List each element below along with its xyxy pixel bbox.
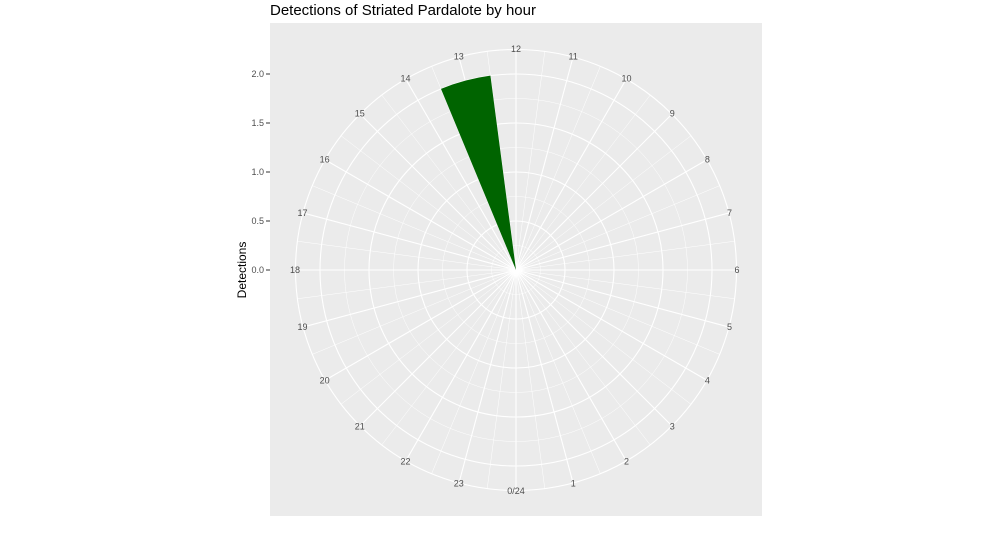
grid-spoke-minor [381, 269, 517, 446]
hour-label: 3 [670, 421, 675, 431]
hour-label: 11 [569, 52, 578, 62]
grid-spoke-major [405, 269, 517, 462]
grid-spoke-major [324, 269, 517, 381]
y-tick-label: 1.0 [251, 167, 264, 177]
grid-spoke-major [515, 269, 574, 484]
grid-spoke-major [515, 159, 708, 271]
hour-label: 22 [400, 456, 410, 466]
grid-spoke-minor [515, 135, 692, 271]
grid-spoke-minor [340, 269, 517, 405]
label-layer: 0/24123456789101112131415161718192021222… [290, 44, 740, 496]
grid-spoke-minor [340, 135, 517, 271]
hour-label: 4 [705, 376, 710, 386]
hour-label: 14 [400, 74, 410, 84]
grid-spoke-minor [486, 269, 517, 489]
grid-spoke-minor [515, 269, 735, 300]
y-tick-label: 2.0 [251, 69, 264, 79]
y-axis: 0.0 0.5 1.0 1.5 2.0 [251, 69, 270, 275]
y-axis-title: Detections [235, 242, 249, 299]
hour-label: 15 [355, 109, 365, 119]
y-tick-label: 0.0 [251, 265, 264, 275]
grid-spoke-minor [515, 66, 601, 271]
grid-spoke-minor [515, 94, 651, 271]
grid-layer [294, 48, 738, 492]
grid-spoke-minor [381, 94, 517, 271]
grid-spoke-minor [515, 269, 601, 474]
grid-spoke-major [359, 269, 517, 427]
hour-label: 23 [454, 479, 464, 489]
hour-label: 20 [320, 376, 330, 386]
grid-spoke-minor [515, 240, 735, 271]
hour-label: 10 [621, 74, 631, 84]
grid-spoke-major [515, 56, 574, 271]
hour-label: 0/24 [507, 486, 525, 496]
grid-spoke-major [515, 269, 627, 462]
hour-label: 2 [624, 456, 629, 466]
hour-label: 16 [320, 155, 330, 165]
hour-label: 12 [511, 44, 521, 54]
hour-label: 8 [705, 155, 710, 165]
grid-spoke-minor [431, 269, 517, 474]
hour-label: 5 [727, 322, 732, 332]
grid-spoke-minor [515, 269, 651, 446]
grid-spoke-minor [297, 240, 517, 271]
hour-label: 17 [297, 208, 307, 218]
grid-spoke-major [302, 212, 517, 271]
hour-label: 19 [297, 322, 307, 332]
hour-label: 6 [734, 265, 739, 275]
grid-spoke-major [405, 78, 517, 271]
grid-spoke-major [515, 212, 730, 271]
grid-spoke-major [515, 269, 730, 328]
grid-spoke-major [515, 269, 708, 381]
grid-spoke-minor [515, 51, 546, 271]
grid-spoke-minor [515, 185, 720, 271]
chart-title: Detections of Striated Pardalote by hour [270, 2, 536, 19]
y-tick-label: 0.5 [251, 216, 264, 226]
grid-spoke-major [515, 78, 627, 271]
bar-hour-13 [440, 75, 516, 271]
grid-spoke-minor [515, 269, 720, 355]
grid-spoke-minor [312, 269, 517, 355]
grid-spoke-major [458, 269, 517, 484]
bar-layer [440, 75, 516, 271]
hour-label: 21 [355, 421, 365, 431]
grid-spoke-major [359, 113, 517, 271]
grid-spoke-minor [515, 269, 692, 405]
grid-spoke-major [324, 159, 517, 271]
grid-spoke-minor [312, 185, 517, 271]
hour-label: 18 [290, 265, 300, 275]
grid-spoke-major [515, 269, 673, 427]
hour-label: 9 [670, 109, 675, 119]
hour-label: 13 [454, 52, 464, 62]
grid-spoke-major [302, 269, 517, 328]
grid-spoke-minor [515, 269, 546, 489]
grid-spoke-major [515, 113, 673, 271]
hour-label: 1 [571, 479, 576, 489]
grid-spoke-minor [297, 269, 517, 300]
hour-label: 7 [727, 208, 732, 218]
y-tick-label: 1.5 [251, 118, 264, 128]
